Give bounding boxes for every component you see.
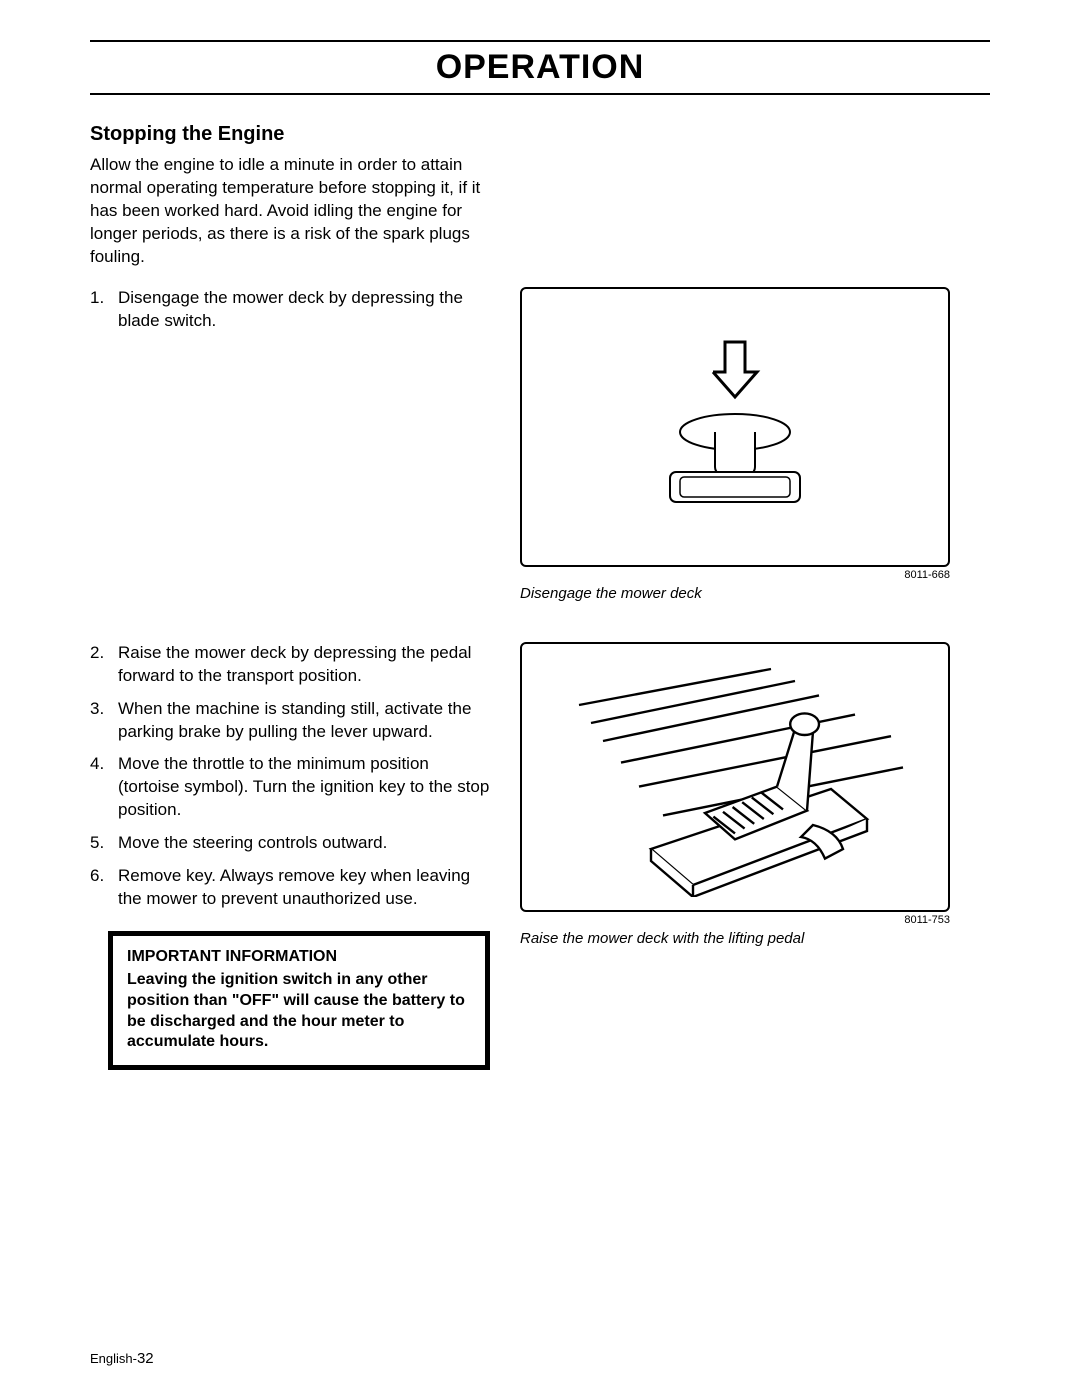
top-rule — [90, 40, 990, 42]
step-item: Remove key. Always remove key when leavi… — [90, 865, 490, 911]
steps-list-a: Disengage the mower deck by depressing t… — [90, 287, 490, 333]
info-title: IMPORTANT INFORMATION — [127, 948, 471, 966]
blade-switch-illustration — [585, 327, 885, 527]
figure-1-caption: Disengage the mower deck — [520, 585, 950, 602]
step-item: When the machine is standing still, acti… — [90, 698, 490, 744]
step-item: Raise the mower deck by depressing the p… — [90, 642, 490, 688]
info-body: Leaving the ignition switch in any other… — [127, 970, 471, 1053]
section-title: Stopping the Engine — [90, 123, 990, 146]
page-footer: English-32 — [90, 1350, 154, 1367]
step-item: Move the throttle to the minimum positio… — [90, 753, 490, 822]
step-item: Disengage the mower deck by depressing t… — [90, 287, 490, 333]
intro-paragraph: Allow the engine to idle a minute in ord… — [90, 154, 500, 269]
footer-lang: English- — [90, 1351, 137, 1366]
page-title: OPERATION — [90, 48, 990, 87]
figure-2-ref: 8011-753 — [520, 914, 950, 926]
figure-2-caption: Raise the mower deck with the lifting pe… — [520, 930, 950, 947]
figure-1-ref: 8011-668 — [520, 569, 950, 581]
figure-2 — [520, 642, 950, 912]
footer-page-number: 32 — [137, 1350, 154, 1367]
row-step1: Disengage the mower deck by depressing t… — [90, 287, 990, 602]
step-item: Move the steering controls outward. — [90, 832, 490, 855]
row-steps-2-6: Raise the mower deck by depressing the p… — [90, 642, 990, 1071]
title-underline — [90, 93, 990, 95]
figure-1 — [520, 287, 950, 567]
steps-list-b: Raise the mower deck by depressing the p… — [90, 642, 490, 911]
lifting-pedal-illustration — [555, 657, 915, 897]
important-info-box: IMPORTANT INFORMATION Leaving the igniti… — [108, 931, 490, 1070]
